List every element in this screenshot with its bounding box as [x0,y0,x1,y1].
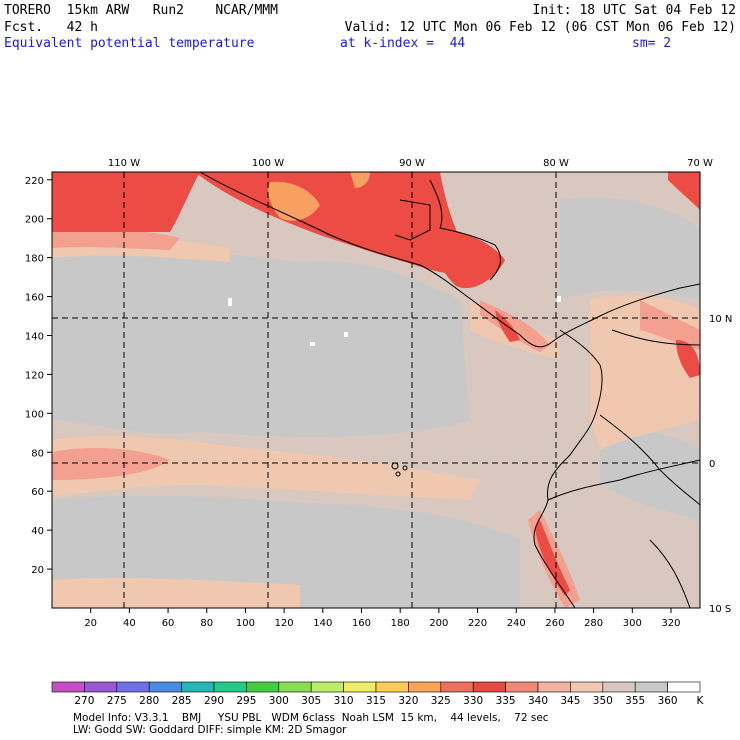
colorbar-swatch [440,681,474,693]
x-tick-label: 200 [429,618,448,629]
colorbar-swatch [181,681,215,693]
x-tick-label: 60 [162,618,175,629]
shaded-field [52,172,700,608]
y-tick-label: 120 [25,370,44,381]
colorbar-label: 305 [301,695,321,707]
x-tick-label: 240 [507,618,526,629]
colorbar-swatch [505,681,539,693]
y-tick-label: 180 [25,254,44,265]
map-frame [51,171,701,609]
level-index: at k-index = 44 [340,36,466,51]
y-axis: 20 40 60 80 100 120 140 160 180 200 220 [25,176,52,576]
y-tick-label: 40 [31,526,44,537]
smoothing: sm= 2 [632,36,672,51]
lat-label: 10 S [709,604,731,615]
colorbar-label: 310 [334,695,354,707]
colorbar-label: 285 [172,695,192,707]
colorbar-unit: K [697,695,705,707]
y-tick-label: 100 [25,409,44,420]
run-title: TORERO 15km ARW Run2 NCAR/MMM [4,3,278,18]
colorbar-label: 345 [560,695,580,707]
x-tick-label: 300 [623,618,642,629]
valid-time: Valid: 12 UTC Mon 06 Feb 12 (06 CST Mon … [344,20,736,35]
lat-label: 0 [709,459,715,470]
colorbar: 270 275 280 285 290 295 300 305 310 315 320 325 330 3… [51,681,701,707]
colorbar-swatch [667,681,701,693]
y-tick-label: 160 [25,293,44,304]
colorbar-swatch [570,681,604,693]
x-tick-label: 20 [84,618,97,629]
x-tick-label: 260 [545,618,564,629]
lon-label: 100 W [252,158,284,169]
lat-label: 10 N [709,314,732,325]
colorbar-swatch [537,681,571,693]
colorbar-label: 350 [593,695,613,707]
y-tick-label: 220 [25,176,44,187]
model-physics: LW: Godd SW: Goddard DIFF: simple KM: 2D… [73,724,347,736]
y-tick-label: 60 [31,487,44,498]
lon-label: 80 W [543,158,569,169]
colorbar-label: 300 [269,695,289,707]
colorbar-label: 335 [496,695,516,707]
colorbar-swatch [148,681,182,693]
x-tick-label: 40 [123,618,136,629]
colorbar-swatch [213,681,247,693]
colorbar-label: 320 [398,695,418,707]
x-tick-label: 160 [352,618,371,629]
colorbar-swatch [246,681,280,693]
field-name: Equivalent potential temperature [4,36,255,51]
colorbar-label: 330 [463,695,483,707]
y-tick-label: 20 [31,565,44,576]
colorbar-swatch [343,681,377,693]
colorbar-label: 295 [236,695,256,707]
colorbar-swatch [116,681,150,693]
colorbar-swatch [408,681,442,693]
colorbar-label: 280 [139,695,159,707]
model-info: Model Info: V3.3.1 BMJ YSU PBL WDM 6clas… [73,712,549,724]
colorbar-label: 275 [107,695,127,707]
colorbar-swatch [375,681,409,693]
forecast-hour: Fcst. 42 h [4,20,98,35]
x-tick-label: 320 [661,618,680,629]
x-tick-label: 180 [391,618,410,629]
colorbar-label: 360 [658,695,678,707]
colorbar-label: 315 [366,695,386,707]
y-tick-label: 200 [25,215,44,226]
colorbar-swatch [278,681,312,693]
x-tick-label: 220 [468,618,487,629]
lon-label: 110 W [108,158,140,169]
colorbar-label: 270 [74,695,94,707]
x-axis: 20 40 60 80 100 120 140 160 180 200 220 240 260 280 30… [84,608,681,629]
colorbar-label: 355 [625,695,645,707]
colorbar-swatch [634,681,668,693]
x-tick-label: 140 [313,618,332,629]
y-tick-label: 140 [25,332,44,343]
lon-label: 90 W [399,158,425,169]
colorbar-swatch [84,681,118,693]
colorbar-swatch [310,681,344,693]
colorbar-label: 325 [431,695,451,707]
y-tick-label: 80 [31,448,44,459]
x-tick-label: 100 [236,618,255,629]
colorbar-swatch [602,681,636,693]
x-tick-label: 120 [275,618,294,629]
colorbar-label: 340 [528,695,548,707]
colorbar-swatch [472,681,506,693]
init-time: Init: 18 UTC Sat 04 Feb 12 [532,3,737,18]
x-tick-label: 80 [200,618,213,629]
colorbar-label: 290 [204,695,224,707]
lon-label: 70 W [687,158,713,169]
colorbar-swatch [51,681,85,693]
x-tick-label: 280 [584,618,603,629]
